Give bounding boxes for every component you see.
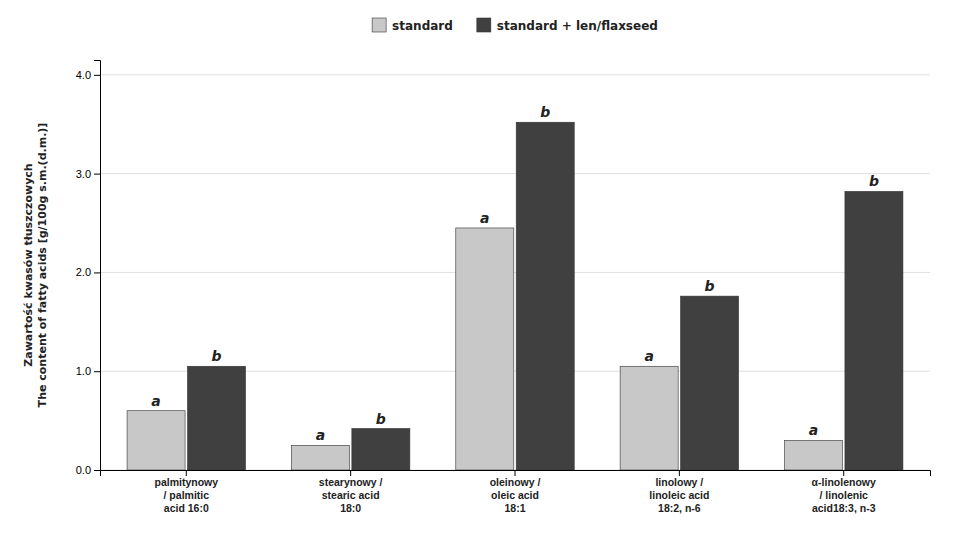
x-tick-label: linolowy /linoleic acid18:2, n-6 — [649, 476, 709, 513]
x-tick-label-line: linolowy / — [655, 476, 703, 488]
y-tick: 3.0 — [76, 168, 100, 180]
y-axis-title-line: The content of fatty acids [g/100g s.m.(… — [36, 123, 49, 408]
legend-label: standard — [392, 19, 453, 33]
y-tick-mark — [94, 470, 100, 471]
y-tick-mark — [94, 272, 100, 273]
x-tick-label-line: stearic acid — [322, 489, 380, 501]
x-tick-mark — [843, 470, 844, 476]
annotation: a — [316, 427, 325, 443]
legend: standard standard + len/flaxseed — [372, 18, 658, 33]
legend-item: standard + len/flaxseed — [477, 18, 658, 33]
x-tick-label: α-linolenowy/ linolenicacid18:3, n-3 — [812, 476, 876, 513]
x-axis-line — [101, 471, 931, 477]
x-tick-label: stearynowy /stearic acid18:0 — [319, 476, 383, 513]
annotation: b — [376, 411, 386, 427]
plot: a a a a a b b b b b 0.0 1.0 2.0 3.0 4.0 palmitynowy/ pa… — [76, 61, 931, 514]
bar — [127, 411, 185, 470]
y-tick-mark — [94, 371, 100, 372]
y-tick-label: 0.0 — [76, 464, 91, 476]
x-tick: palmitynowy/ palmiticacid 16:0 — [154, 470, 218, 514]
x-tick: stearynowy /stearic acid18:0 — [319, 470, 383, 514]
x-tick-label-line: 18:0 — [340, 502, 361, 514]
annotations: a a a a a b b b b b — [151, 104, 879, 443]
annotation: a — [644, 348, 653, 364]
y-axis-title: Zawartość kwasów tłuszczowychThe content… — [22, 123, 49, 408]
x-tick-mark — [350, 470, 351, 476]
annotation: b — [540, 104, 550, 120]
y-tick: 1.0 — [76, 365, 100, 377]
annotation: b — [869, 173, 879, 189]
y-axis-line — [94, 61, 101, 471]
chart: a a a a a b b b b b 0.0 1.0 2.0 3.0 4.0 palmitynowy/ pa… — [0, 0, 960, 550]
y-axis: 0.0 1.0 2.0 3.0 4.0 — [76, 61, 101, 477]
legend-swatch — [372, 18, 386, 32]
x-tick-mark — [679, 470, 680, 476]
x-tick: linolowy /linoleic acid18:2, n-6 — [649, 470, 709, 514]
x-tick-label-line: α-linolenowy — [812, 476, 876, 488]
y-tick-label: 1.0 — [76, 365, 91, 377]
x-tick-label-line: 18:2, n-6 — [658, 502, 701, 514]
grid-line — [100, 74, 930, 75]
y-tick-label: 3.0 — [76, 168, 91, 180]
x-tick-label-line: / linolenic — [819, 489, 868, 501]
annotation: a — [151, 393, 160, 409]
bar — [681, 296, 739, 470]
x-tick: α-linolenowy/ linolenicacid18:3, n-3 — [812, 470, 876, 514]
bar — [845, 191, 903, 470]
x-tick-label-line: palmitynowy — [154, 476, 218, 488]
x-tick-mark — [186, 470, 187, 476]
bar — [620, 366, 678, 470]
annotation: a — [809, 422, 818, 438]
annotation: b — [211, 348, 221, 364]
x-tick-label-line: stearynowy / — [319, 476, 383, 488]
annotation: b — [705, 278, 715, 294]
legend-label: standard + len/flaxseed — [497, 19, 658, 33]
y-tick: 4.0 — [76, 69, 100, 81]
legend-swatch — [477, 18, 491, 32]
x-tick-label-line: / palmitic — [164, 489, 210, 501]
x-tick-label-line: 18:1 — [504, 502, 525, 514]
bar — [291, 445, 349, 470]
x-tick-label-line: oleic acid — [491, 489, 539, 501]
x-tick-label-line: acid18:3, n-3 — [812, 502, 876, 514]
bar — [352, 429, 410, 470]
x-tick-label-line: linoleic acid — [649, 489, 709, 501]
y-tick-label: 2.0 — [76, 266, 91, 278]
grid — [100, 75, 930, 470]
y-tick-label: 4.0 — [76, 69, 91, 81]
y-tick: 0.0 — [76, 464, 100, 476]
y-tick: 2.0 — [76, 266, 100, 278]
bar — [187, 366, 245, 470]
y-axis-title-line: Zawartość kwasów tłuszczowych — [22, 163, 35, 366]
grid-line — [100, 173, 930, 174]
y-tick-mark — [94, 174, 100, 175]
x-tick-label-line: oleinowy / — [490, 476, 541, 488]
x-axis: palmitynowy/ palmiticacid 16:0 stearynowy… — [101, 470, 931, 514]
bar — [784, 440, 842, 470]
x-tick-label: palmitynowy/ palmiticacid 16:0 — [154, 476, 218, 513]
x-tick-label: oleinowy /oleic acid18:1 — [490, 476, 541, 513]
bars — [127, 122, 903, 470]
legend-item: standard — [372, 18, 453, 33]
annotation: a — [480, 210, 489, 226]
x-tick: oleinowy /oleic acid18:1 — [490, 470, 541, 514]
y-tick-mark — [94, 75, 100, 76]
bar — [456, 228, 514, 470]
bar — [516, 122, 574, 470]
grid-line — [100, 272, 930, 273]
x-tick-label-line: acid 16:0 — [164, 502, 209, 514]
x-tick-mark — [515, 470, 516, 476]
